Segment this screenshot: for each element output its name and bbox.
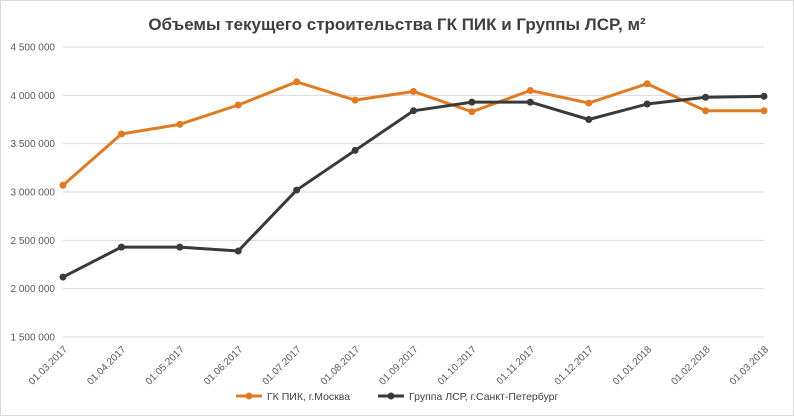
data-point [643,100,651,108]
data-point [59,273,67,281]
data-point [526,98,534,106]
x-tick-label: 01.07.2017 [261,344,304,387]
data-point [702,107,710,115]
data-point [351,146,359,154]
data-point [176,120,184,128]
data-point [351,96,359,104]
y-tick-label: 4 000 000 [11,91,56,102]
series-line [61,80,766,187]
x-tick-label: 01.04.2017 [85,344,128,387]
x-tick-label: 01.05.2017 [144,344,187,387]
data-point [468,98,476,106]
data-point [410,107,417,115]
data-point [234,101,242,109]
data-point [760,107,768,115]
series-2 [59,92,768,281]
series-1 [59,78,768,189]
legend-label: Группа ЛСР, г.Санкт-Петербург [409,391,559,403]
x-tick-label: 01.12.2017 [553,344,596,387]
gridlines [63,46,764,338]
legend-label: ГК ПИК, г.Москва [267,391,350,403]
y-tick-label: 1 500 000 [11,333,56,344]
legend-marker [387,392,395,400]
data-point [117,243,125,251]
x-tick-label: 01.10.2017 [436,344,479,387]
x-tick-label: 01.03.2017 [27,344,70,387]
x-tick-label: 01.06.2017 [202,344,245,387]
series-lines [59,78,768,281]
y-axis-ticks: 1 500 000 2 000 000 2 500 000 3 000 000 3 50… [11,43,56,344]
chart-title: Объемы текущего строительства ГК ПИК и Г… [148,15,646,34]
legend-item: ГК ПИК, г.Москва [236,391,350,403]
data-point [585,99,593,107]
data-point [702,93,710,101]
data-point [526,87,534,94]
y-tick-label: 3 500 000 [11,139,56,150]
x-tick-label: 01.02.2018 [669,344,712,387]
legend: ГК ПИК, г.Москва Группа ЛСР, г.Санкт-Пете… [236,391,559,403]
data-point [410,87,417,95]
y-tick-label: 3 000 000 [11,188,56,199]
x-tick-label: 01.09.2017 [377,344,420,387]
data-point [760,92,768,100]
data-point [643,80,651,88]
series-line [61,94,766,279]
y-tick-label: 4 500 000 [11,43,56,54]
legend-item: Группа ЛСР, г.Санкт-Петербург [378,391,559,403]
data-point [293,186,301,194]
data-point [585,116,593,123]
y-tick-label: 2 500 000 [11,236,56,247]
y-tick-label: 2 000 000 [11,284,56,295]
legend-marker [245,392,253,400]
data-point [468,108,476,116]
x-tick-label: 01.11.2017 [495,344,538,387]
data-point [117,130,125,138]
x-tick-label: 01.08.2017 [319,344,362,387]
data-point [234,247,242,255]
x-axis-ticks: 01.03.2017 01.04.2017 01.05.2017 01.06.2017… [27,344,771,387]
data-point [176,243,184,251]
x-tick-label: 01.03.2018 [728,344,771,387]
x-tick-label: 01.01.2018 [611,344,654,387]
data-point [59,181,67,189]
data-point [293,78,301,86]
